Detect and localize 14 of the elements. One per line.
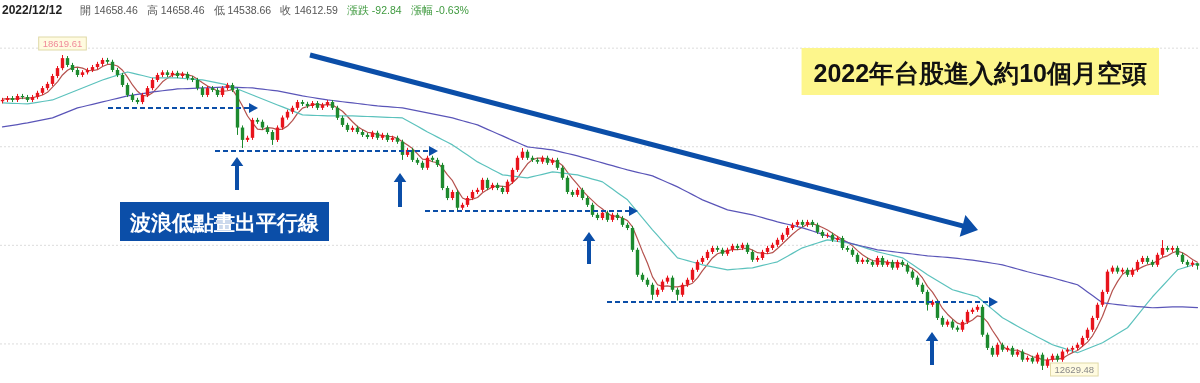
text: 高 14658.46	[146, 4, 205, 16]
point-label: 18619.61	[38, 36, 87, 51]
point-label: 12629.48	[1050, 362, 1099, 377]
text: 開 14658.46	[80, 4, 138, 16]
text: 漲幅 -0.63%	[410, 4, 469, 16]
annotation: 18619.61	[42, 38, 83, 49]
title: 2022年台股進入約10個月空頭	[801, 48, 1159, 95]
text: 低 14538.66	[213, 4, 272, 16]
text: 漲跌 -92.84	[346, 4, 402, 16]
text: 收 14612.59	[280, 4, 339, 16]
chart-title: 2022年台股進入約10個月空頭	[813, 59, 1147, 87]
annotation: 12629.48	[1054, 364, 1095, 375]
subtitle: 波浪低點畫出平行線	[120, 202, 329, 241]
text: 2022/12/12	[2, 3, 63, 17]
